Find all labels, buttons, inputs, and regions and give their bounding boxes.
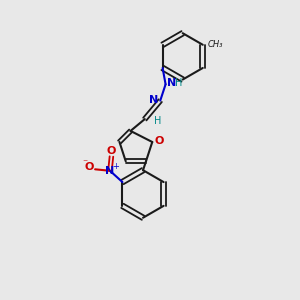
Text: O: O: [107, 146, 116, 157]
Text: N: N: [148, 95, 158, 105]
Text: ⁻: ⁻: [82, 158, 88, 168]
Text: H: H: [175, 78, 182, 88]
Text: N: N: [167, 78, 176, 88]
Text: +: +: [112, 161, 119, 170]
Text: H: H: [154, 116, 161, 127]
Text: CH₃: CH₃: [208, 40, 224, 49]
Text: O: O: [154, 136, 164, 146]
Text: O: O: [85, 162, 94, 172]
Text: N: N: [105, 166, 115, 176]
